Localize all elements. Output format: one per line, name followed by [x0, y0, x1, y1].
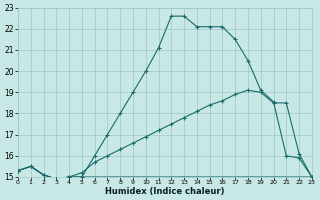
X-axis label: Humidex (Indice chaleur): Humidex (Indice chaleur) [105, 187, 225, 196]
